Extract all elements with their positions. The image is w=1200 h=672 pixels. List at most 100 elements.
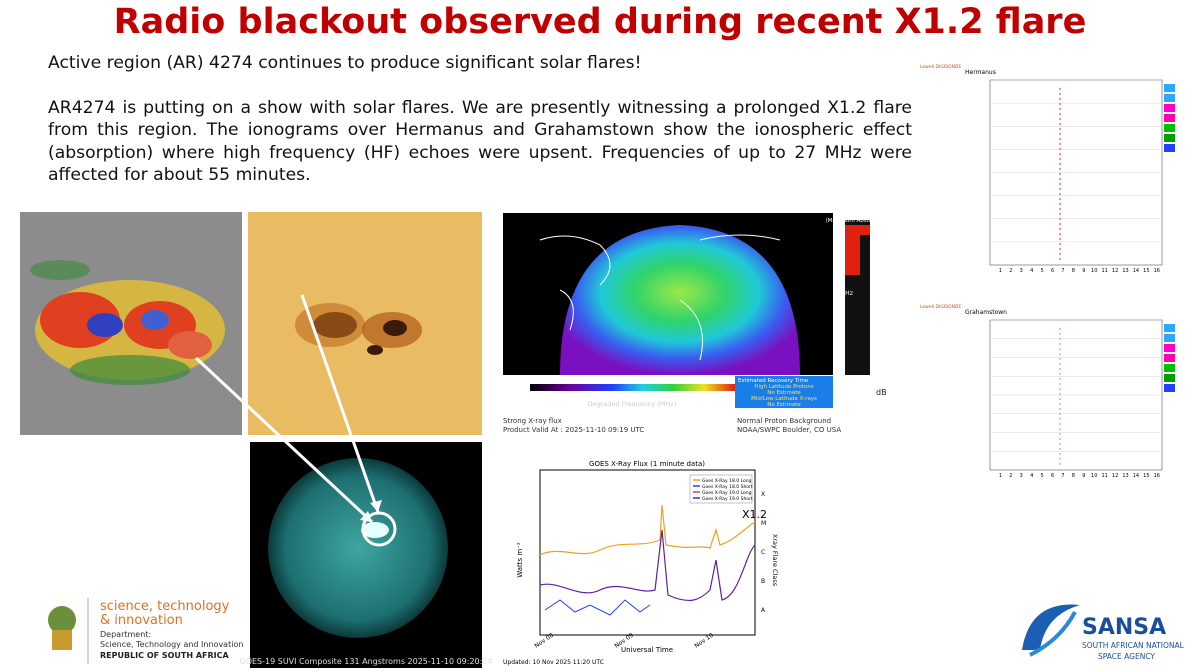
drap-status-right: NOAA/SWPC Boulder, CO USA (737, 426, 841, 434)
drap-status-left: Product Valid At : 2025-11-10 09:19 UTC (503, 426, 644, 434)
drap-scale-tick: 0 (530, 393, 534, 400)
dsti-line2: & innovation (100, 613, 183, 628)
drap-recovery-line: No Estimate (767, 390, 801, 396)
ionogram-x-tick: 5 (1041, 268, 1044, 274)
goes-class: M (761, 520, 766, 527)
ionogram-legend-box (1164, 144, 1175, 152)
ionogram-x-tick: 4 (1030, 473, 1033, 479)
ionogram-x-tick: 11 (1101, 268, 1107, 274)
ionogram-x-tick: 15 (1143, 268, 1149, 274)
drap-scale-tick: 5 (559, 393, 563, 400)
drap-status-right: Normal Proton Background (737, 417, 831, 425)
sansa-sub2: SPACE AGENCY (1098, 652, 1155, 661)
ionogram-x-tick: 14 (1133, 268, 1139, 274)
ionogram-x-tick: 9 (1082, 268, 1085, 274)
sansa-logo (1022, 604, 1080, 657)
ionogram-x-tick: 7 (1061, 268, 1064, 274)
goes-legend-label: Goes X-Ray 19.0 Short (702, 496, 753, 502)
ionogram-x-tick: 13 (1122, 268, 1128, 274)
ionogram-x-tick: 3 (1020, 268, 1023, 274)
ionogram-legend-box (1164, 334, 1175, 342)
ionogram-legend-box (1164, 384, 1175, 392)
ionogram-legend-box (1164, 124, 1175, 132)
arrow-head (370, 500, 382, 512)
ionogram-x-tick: 16 (1154, 268, 1160, 274)
ionogram-x-tick: 10 (1091, 473, 1097, 479)
drap-recovery-line: Mid/Low Latitude X-rays (751, 396, 817, 402)
drap-scale-tick: 10 (585, 393, 593, 400)
drap-scale-tick: 30 (700, 393, 708, 400)
ionogram-frame (905, 298, 1177, 508)
goes-title: GOES X-Ray Flux (1 minute data) (589, 460, 705, 468)
drap-scale-tick: 25 (671, 393, 679, 400)
drap-legend-title: Highest Frequency Affected by 1dB Absorp… (550, 376, 714, 384)
ionogram-station: Grahamstown (965, 309, 1007, 316)
goes-classes: X M C B A (761, 491, 766, 614)
ionogram-legend-box (1164, 134, 1175, 142)
ionogram-x-tick: 6 (1051, 473, 1054, 479)
ionogram-x-tick: 8 (1072, 268, 1075, 274)
goes-legend-label: Goes X-Ray 19.0 Long (702, 490, 752, 496)
ionogram-x-tick: 2 (1009, 268, 1012, 274)
sansa-name: SANSA (1082, 615, 1166, 640)
drap-scale-tick: 15 (614, 393, 622, 400)
ionogram-x-tick: 2 (1009, 473, 1012, 479)
arrow (194, 356, 374, 524)
lead: Active region (AR) 4274 continues to pro… (48, 53, 642, 73)
ionogram-legend-box (1164, 354, 1175, 362)
ionogram-legend-box (1164, 344, 1175, 352)
goes-y2-label: Xray Flare Class (771, 534, 779, 587)
goes-y-label: Watts m⁻² (516, 542, 524, 578)
ionogram-x-tick: 3 (1020, 473, 1023, 479)
ionogram-x-tick: 12 (1112, 268, 1118, 274)
dsti-dept: Department: (100, 630, 151, 639)
ionogram-x-tick: 5 (1041, 473, 1044, 479)
ionogram-x-tick: 9 (1082, 473, 1085, 479)
sansa-sub1: SOUTH AFRICAN NATIONAL (1082, 641, 1185, 650)
drap-recovery-line: Estimated Recovery Time (738, 378, 809, 384)
ionogram-x-tick: 10 (1091, 268, 1097, 274)
drap-scale-ticks: 0 5 10 15 20 25 30 35 (530, 393, 736, 400)
dsti-country: REPUBLIC OF SOUTH AFRICA (100, 651, 230, 660)
goes-plot (500, 455, 780, 668)
magnetogram-image (20, 212, 242, 435)
goes-class: X (761, 491, 765, 498)
goes-x-label: Universal Time (621, 646, 673, 654)
suvi-caption: GOES-19 SUVI Composite 131 Angstroms 202… (240, 657, 493, 666)
ionogram-x-tick: 6 (1051, 268, 1054, 274)
ionogram-legend-box (1164, 374, 1175, 382)
drap-db-label: dB (876, 388, 887, 397)
body-text: Active region (AR) 4274 continues to pro… (48, 52, 912, 209)
ionogram-legend-box (1164, 84, 1175, 92)
goes-class: C (761, 549, 765, 556)
slide-title: Radio blackout observed during recent X1… (113, 2, 1087, 42)
ionogram-x-tick: 13 (1122, 473, 1128, 479)
drap-scale-tick: 20 (642, 393, 650, 400)
drap-mhz-label: MHz (840, 290, 853, 297)
ionogram-legend-box (1164, 104, 1175, 112)
ionogram-station: Hermanus (965, 69, 996, 76)
drap-recovery-line: High Latitude Protons (754, 384, 814, 390)
ionogram-maker: Lowell DIGISONDE (920, 304, 961, 310)
goes-legend-label: Goes X-Ray 18.0 Short (702, 484, 753, 490)
ionogram-x-tick: 15 (1143, 473, 1149, 479)
dsti-logo (48, 598, 89, 664)
ionogram-x-tick: 14 (1133, 473, 1139, 479)
ionogram-x-tick: 4 (1030, 268, 1033, 274)
goes-class: A (761, 607, 766, 614)
ionogram-x-tick: 8 (1072, 473, 1075, 479)
arrow (300, 294, 380, 513)
drap-scale-label: Degraded Frequency (MHz) (588, 400, 677, 408)
ionogram-legend-box (1164, 324, 1175, 332)
goes-legend-label: Goes X-Ray 18.0 Long (702, 478, 752, 484)
paragraph: AR4274 is putting on a show with solar f… (48, 97, 912, 186)
drap-status-left: Strong X-ray flux (503, 417, 562, 425)
ionogram-legend-box (1164, 114, 1175, 122)
drap-recovery-line: No Estimate (767, 402, 801, 408)
arrow-head (360, 511, 372, 522)
